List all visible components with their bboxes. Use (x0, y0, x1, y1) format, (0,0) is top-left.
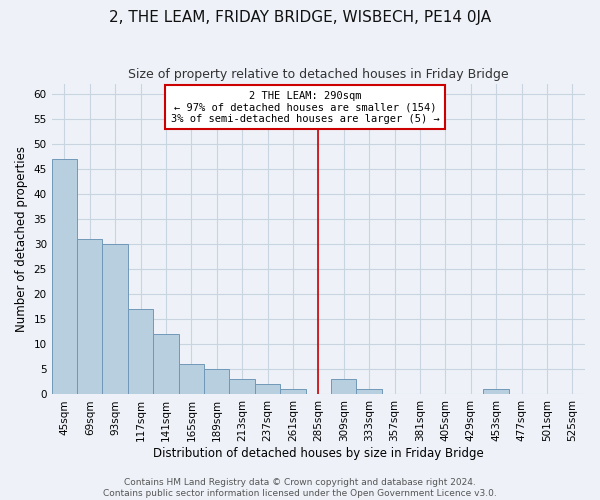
Bar (331, 380, 356, 394)
Bar (356, 390, 382, 394)
Bar (52, 160, 77, 394)
Text: Contains HM Land Registry data © Crown copyright and database right 2024.
Contai: Contains HM Land Registry data © Crown c… (103, 478, 497, 498)
Bar (484, 390, 509, 394)
Bar (179, 364, 204, 394)
Bar (204, 370, 229, 394)
Bar (255, 384, 280, 394)
Title: Size of property relative to detached houses in Friday Bridge: Size of property relative to detached ho… (128, 68, 509, 80)
Text: 2 THE LEAM: 290sqm
← 97% of detached houses are smaller (154)
3% of semi-detache: 2 THE LEAM: 290sqm ← 97% of detached hou… (170, 90, 439, 124)
Bar (280, 390, 305, 394)
Bar (153, 334, 179, 394)
Bar (229, 380, 255, 394)
Bar (128, 310, 153, 394)
Text: 2, THE LEAM, FRIDAY BRIDGE, WISBECH, PE14 0JA: 2, THE LEAM, FRIDAY BRIDGE, WISBECH, PE1… (109, 10, 491, 25)
Bar (103, 244, 128, 394)
Y-axis label: Number of detached properties: Number of detached properties (15, 146, 28, 332)
X-axis label: Distribution of detached houses by size in Friday Bridge: Distribution of detached houses by size … (153, 447, 484, 460)
Bar (77, 240, 103, 394)
